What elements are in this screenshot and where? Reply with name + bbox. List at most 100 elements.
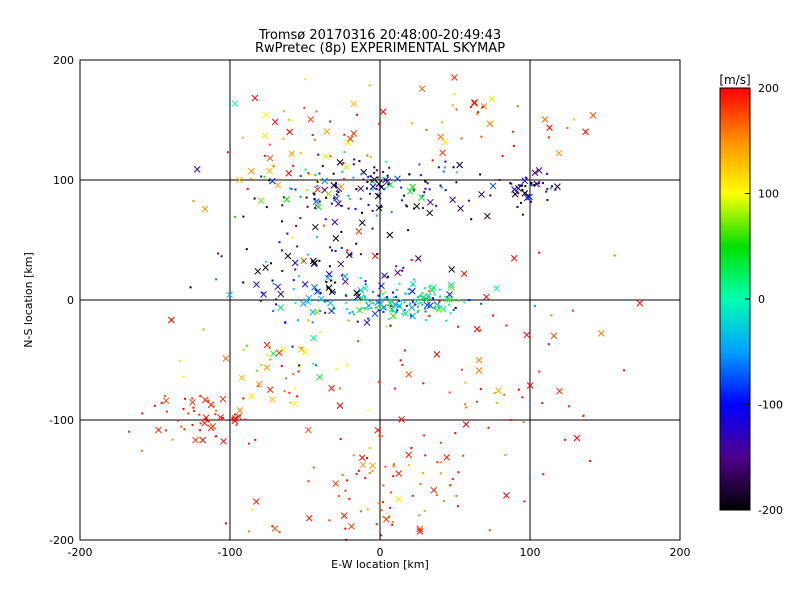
data-point-dot	[255, 369, 258, 372]
data-point-cross	[262, 264, 269, 271]
data-point-dot	[306, 253, 309, 256]
data-point-dot	[366, 180, 369, 183]
data-point-cross	[209, 423, 217, 430]
data-point-dot	[424, 310, 427, 313]
data-point-dot	[423, 434, 426, 437]
data-point-dot	[331, 249, 334, 252]
data-point-dot	[234, 419, 237, 422]
data-points	[128, 74, 644, 541]
data-point-cross	[384, 177, 391, 185]
data-point-cross	[248, 393, 255, 400]
data-point-dot	[381, 501, 384, 504]
data-point-dot	[311, 133, 314, 136]
data-point-dot	[368, 447, 371, 450]
data-point-cross	[413, 297, 420, 305]
data-point-dot	[326, 299, 329, 302]
data-point-dot	[318, 259, 321, 262]
data-point-cross	[473, 325, 481, 333]
data-point-dot	[480, 302, 483, 305]
data-point-cross	[371, 310, 379, 318]
data-point-dot	[437, 166, 440, 169]
x-tick-label: 100	[520, 546, 541, 559]
data-point-dot	[297, 319, 300, 322]
data-point-dot	[334, 183, 337, 186]
data-point-dot	[351, 298, 354, 301]
data-point-cross	[299, 300, 307, 307]
data-point-dot	[392, 291, 395, 294]
data-point-cross	[430, 486, 438, 494]
data-point-dot	[324, 218, 327, 221]
data-point-dot	[504, 454, 507, 457]
data-point-dot	[436, 461, 439, 464]
data-point-dot	[329, 155, 332, 158]
data-point-dot	[475, 400, 478, 403]
data-point-cross	[409, 183, 417, 191]
data-point-dot	[457, 325, 460, 328]
data-point-dot	[308, 172, 311, 175]
data-point-cross	[406, 187, 414, 195]
data-point-dot	[288, 391, 291, 394]
x-tick-label: 0	[377, 546, 384, 559]
data-point-dot	[379, 304, 382, 307]
data-point-dot	[271, 279, 274, 282]
data-point-dot	[438, 288, 441, 291]
data-point-cross	[313, 308, 321, 315]
y-axis-label: N-S location [km]	[22, 252, 35, 348]
data-point-dot	[292, 164, 295, 167]
data-point-dot	[501, 154, 504, 157]
data-point-dot	[192, 199, 195, 202]
data-point-cross	[327, 299, 334, 307]
data-point-cross	[495, 387, 502, 394]
data-point-dot	[283, 321, 286, 324]
data-point-dot	[259, 299, 262, 302]
data-point-dot	[457, 505, 460, 508]
data-point-dot	[383, 306, 386, 309]
data-point-dot	[363, 307, 366, 310]
data-point-dot	[376, 193, 379, 196]
data-point-dot	[367, 308, 370, 311]
data-point-cross	[405, 451, 413, 459]
data-point-cross	[274, 181, 282, 189]
data-point-cross	[414, 255, 422, 262]
data-point-dot	[378, 502, 381, 505]
data-point-dot	[312, 362, 315, 365]
data-point-dot	[358, 298, 361, 301]
data-point-cross	[374, 426, 382, 434]
data-point-cross	[332, 235, 340, 242]
data-point-dot	[265, 206, 268, 209]
data-point-dot	[305, 188, 308, 191]
data-point-cross	[369, 462, 377, 470]
data-point-dot	[453, 299, 456, 302]
data-point-dot	[355, 472, 358, 475]
data-point-dot	[341, 170, 344, 173]
data-point-dot	[379, 290, 382, 293]
data-point-dot	[391, 523, 394, 526]
data-point-dot	[399, 299, 402, 302]
data-point-dot	[266, 344, 269, 347]
data-point-dot	[299, 217, 302, 220]
data-point-dot	[372, 302, 375, 305]
data-point-dot	[349, 197, 352, 200]
data-point-dot	[414, 303, 417, 306]
data-point-dot	[341, 473, 344, 476]
data-point-dot	[332, 197, 335, 200]
data-point-dot	[371, 290, 374, 293]
data-point-cross	[510, 254, 518, 262]
data-point-dot	[417, 309, 420, 312]
data-point-dot	[299, 175, 302, 178]
data-point-dot	[291, 119, 294, 122]
data-point-dot	[275, 298, 278, 301]
data-point-dot	[141, 412, 144, 415]
chart-subtitle: RwPretec (8p) EXPERIMENTAL SKYMAP	[255, 41, 505, 56]
data-point-dot	[387, 183, 390, 186]
data-point-dot	[334, 307, 337, 310]
data-point-cross	[346, 251, 353, 259]
data-point-dot	[358, 160, 361, 163]
data-point-cross	[217, 414, 224, 421]
data-point-dot	[183, 428, 186, 431]
data-point-dot	[428, 314, 431, 317]
data-point-dot	[247, 442, 250, 445]
data-point-dot	[381, 293, 384, 296]
data-point-cross	[202, 414, 210, 422]
data-point-dot	[244, 418, 247, 421]
